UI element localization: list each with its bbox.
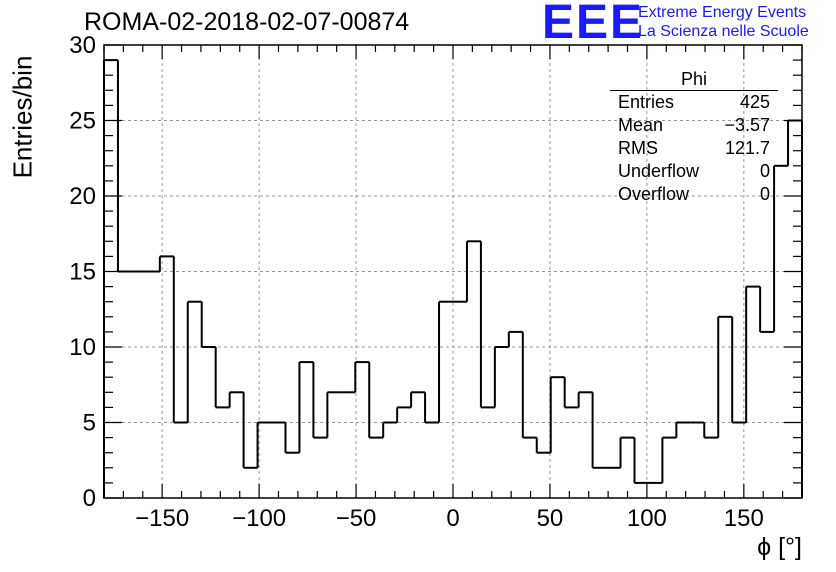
stats-value: −3.57 [724, 115, 770, 135]
y-tick-label: 25 [69, 108, 96, 135]
x-tick-label: −100 [232, 505, 286, 532]
stats-row-underflow: Underflow 0 [610, 160, 778, 183]
stats-label: Overflow [618, 184, 690, 204]
y-tick-label: 20 [69, 183, 96, 210]
y-tick-label: 0 [83, 485, 96, 512]
y-tick-label: 30 [69, 32, 96, 59]
stats-row-mean: Mean −3.57 [610, 114, 778, 137]
logo-subtitle: Extreme Energy Events La Scienza nelle S… [638, 3, 809, 41]
chart-title: ROMA-02-2018-02-07-00874 [84, 8, 410, 36]
stats-label: Underflow [618, 161, 700, 181]
stats-label: Mean [618, 115, 664, 135]
stats-row-rms: RMS 121.7 [610, 137, 778, 160]
stats-row-entries: Entries 425 [610, 91, 778, 114]
logo-line-2: La Scienza nelle Scuole [638, 23, 809, 40]
stats-value: 0 [759, 161, 770, 181]
stats-row-overflow: Overflow 0 [610, 183, 778, 206]
stats-label: Entries [618, 92, 675, 112]
x-tick-label: −50 [336, 505, 377, 532]
y-axis-label: Entries/bin [6, 52, 40, 182]
stats-box: Phi Entries 425 Mean −3.57 RMS 121.7 Underf… [610, 68, 778, 206]
x-tick-label: 100 [627, 505, 667, 532]
stats-value: 425 [739, 92, 770, 112]
stats-name: Phi [610, 68, 778, 91]
x-tick-label: 0 [446, 505, 459, 532]
y-tick-label: 10 [69, 334, 96, 361]
stats-label: RMS [618, 138, 658, 158]
x-tick-label: 150 [724, 505, 764, 532]
stats-value: 0 [759, 184, 770, 204]
x-tick-label: −150 [135, 505, 189, 532]
eee-logo: EEE [542, 0, 645, 49]
x-tick-label: 50 [537, 505, 564, 532]
y-axis-label-text: Entries/bin [7, 55, 38, 179]
x-axis-label: ϕ [°] [757, 533, 802, 561]
y-tick-label: 5 [83, 410, 96, 437]
stats-value: 121.7 [724, 138, 770, 158]
logo-line-1: Extreme Energy Events [638, 4, 807, 21]
y-tick-label: 15 [69, 259, 96, 286]
